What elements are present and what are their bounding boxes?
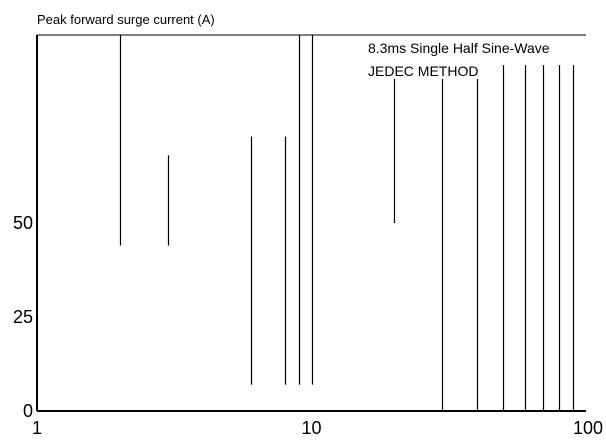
x-tick-label: 1 [32,418,42,438]
y-tick-label: 25 [13,307,33,327]
annotation-2: JEDEC METHOD [368,63,478,79]
annotation-background-2 [367,63,480,79]
annotation-1: 8.3ms Single Half Sine-Wave [368,40,550,56]
y-axis-ticks: 0 25 50 [13,213,33,421]
x-tick-label: 10 [301,418,321,438]
y-tick-label: 0 [23,401,33,421]
x-axis-ticks: 1 10 100 [32,418,603,438]
annotation-background-1 [367,40,551,56]
plot-frame [36,34,586,412]
x-tick-label: 100 [573,418,603,438]
annotations: 8.3ms Single Half Sine-Wave JEDEC METHOD [367,40,551,79]
series-lines [119,35,575,411]
y-tick-label: 50 [13,213,33,233]
y-axis-title: Peak forward surge current (A) [37,12,215,27]
